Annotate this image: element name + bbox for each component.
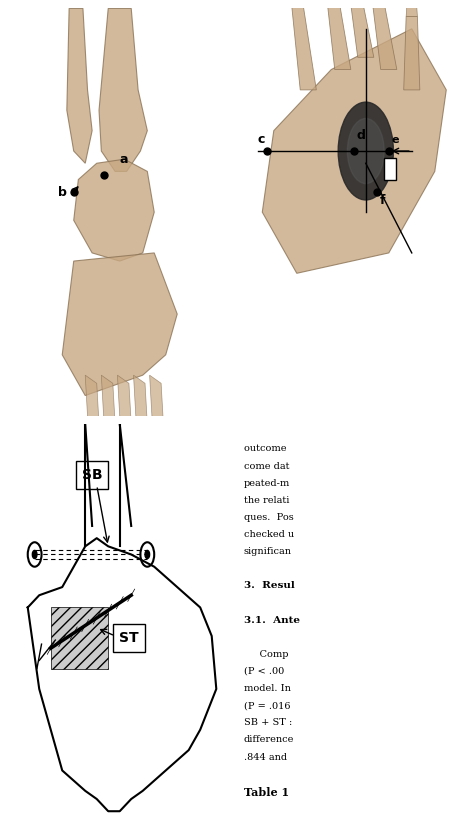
Polygon shape	[85, 375, 99, 424]
Text: (P = .016: (P = .016	[244, 701, 291, 710]
Text: (P < .00: (P < .00	[244, 667, 284, 676]
Text: Comp: Comp	[244, 650, 288, 659]
Text: .844 and: .844 and	[244, 753, 290, 762]
Circle shape	[140, 543, 154, 567]
Text: ST: ST	[119, 631, 139, 645]
Polygon shape	[404, 17, 420, 90]
Polygon shape	[326, 0, 351, 70]
Text: SB: SB	[82, 468, 102, 482]
Text: c: c	[258, 133, 265, 146]
Text: come dat: come dat	[244, 461, 290, 470]
FancyBboxPatch shape	[76, 461, 108, 489]
Text: f: f	[380, 194, 385, 207]
Polygon shape	[99, 8, 147, 171]
Text: significan: significan	[244, 547, 292, 556]
Text: ques.  Pos: ques. Pos	[244, 513, 294, 522]
Circle shape	[145, 550, 150, 559]
Polygon shape	[74, 160, 154, 261]
Polygon shape	[406, 0, 418, 17]
Text: peated-m: peated-m	[244, 479, 290, 488]
Circle shape	[28, 543, 42, 567]
FancyBboxPatch shape	[113, 624, 145, 653]
Text: Table 1: Table 1	[244, 787, 289, 798]
Circle shape	[338, 102, 393, 200]
Text: e: e	[391, 135, 399, 144]
Polygon shape	[372, 0, 397, 70]
Polygon shape	[349, 0, 374, 57]
Text: 3.  Resul: 3. Resul	[244, 581, 295, 591]
Polygon shape	[134, 375, 147, 424]
Polygon shape	[150, 375, 164, 424]
Circle shape	[32, 550, 37, 559]
FancyBboxPatch shape	[384, 159, 396, 181]
Polygon shape	[51, 607, 108, 669]
Text: d: d	[356, 129, 365, 142]
Text: checked u: checked u	[244, 530, 294, 539]
Polygon shape	[291, 0, 316, 90]
Polygon shape	[262, 29, 446, 273]
Polygon shape	[67, 8, 92, 163]
Circle shape	[347, 118, 384, 184]
Text: b: b	[58, 186, 66, 199]
Polygon shape	[101, 375, 115, 424]
Polygon shape	[118, 375, 131, 424]
Polygon shape	[62, 253, 177, 396]
Text: the relati: the relati	[244, 496, 289, 505]
Text: difference: difference	[244, 736, 294, 744]
Text: outcome: outcome	[244, 444, 290, 454]
Text: model. In: model. In	[244, 684, 291, 693]
Text: 3.1.  Ante: 3.1. Ante	[244, 616, 300, 625]
Text: SB + ST :: SB + ST :	[244, 718, 292, 727]
Text: a: a	[120, 153, 128, 166]
